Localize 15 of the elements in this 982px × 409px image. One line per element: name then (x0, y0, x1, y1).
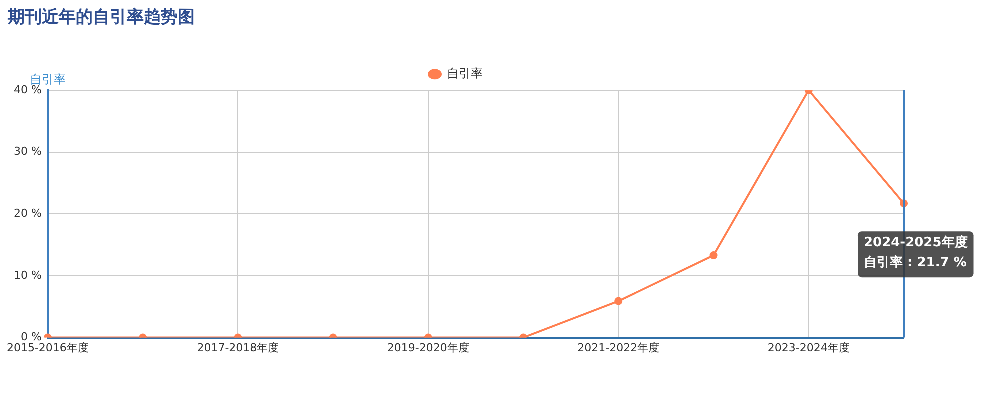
x-tick-label: 2015-2016年度 (6, 341, 89, 354)
y-tick-label: 20 % (14, 206, 42, 220)
legend-label: 自引率 (447, 66, 483, 81)
point (710, 252, 718, 260)
annotation: 自引率 : 21.7 % (864, 254, 967, 270)
x-tick-label: 2021-2022年度 (578, 341, 660, 354)
x-tick-label: 2017-2018年度 (197, 341, 280, 354)
point (614, 297, 623, 306)
y-tick-label: 30 % (14, 145, 42, 158)
y-tick-label: 0 % (20, 330, 42, 344)
x-tick-label: 2023-2024年度 (768, 341, 850, 354)
annotation: 2024-2025年度 (864, 234, 968, 250)
y-tick-label: 10 % (14, 268, 42, 282)
chart-title: 期刊近年的自引率趋势图 (7, 8, 195, 28)
x-tick-label: 2019-2020年度 (387, 341, 470, 354)
